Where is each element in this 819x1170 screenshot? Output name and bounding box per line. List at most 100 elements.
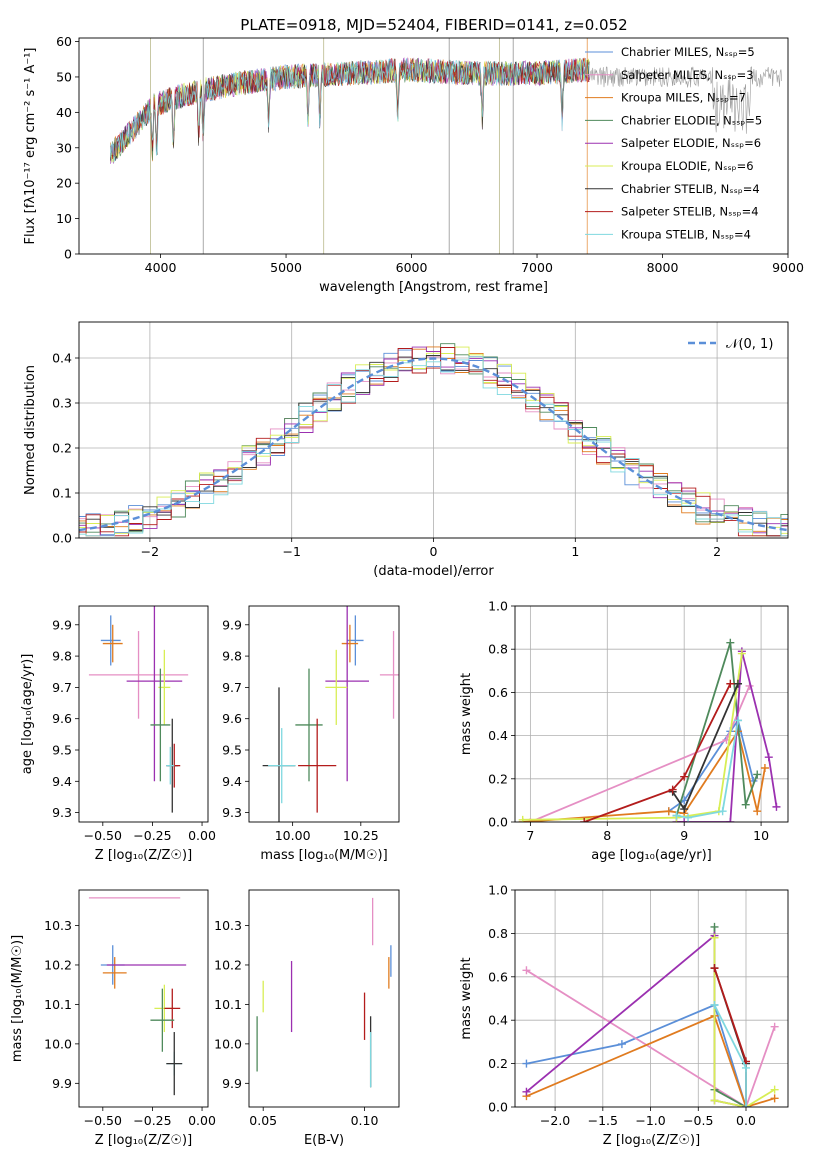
series-line — [675, 642, 759, 816]
y-tick-label: 9.3 — [52, 805, 72, 820]
panel-mass-vs-Z: −0.50 −0.25 0.00 9.9 10.0 10.1 10.2 10.3 Z [log₁… — [10, 889, 216, 1148]
y-tick-label: 0.0 — [488, 1100, 508, 1115]
panel-age-vs-mass: 10.00 10.25 9.3 9.4 9.5 9.6 9.7 9.8 9.9 mass [log… — [222, 605, 400, 863]
legend-entry: Salpeter ELODIE, Nₛₛₚ=6 — [621, 136, 761, 150]
x-axis-label: mass [log₁₀(M/M☉)] — [260, 848, 387, 863]
x-tick-label: −0.50 — [84, 828, 122, 843]
data-point — [522, 966, 531, 975]
data-point — [764, 753, 773, 762]
data-point — [710, 1001, 719, 1010]
data-point — [617, 1040, 626, 1049]
data-point — [734, 716, 743, 725]
x-tick-label: 5000 — [270, 260, 302, 275]
x-tick-label: 9 — [680, 828, 688, 843]
x-tick-label: −0.5 — [683, 1113, 713, 1128]
data-point — [580, 818, 589, 822]
y-tick-label: 10.3 — [44, 918, 72, 933]
y-tick-label: 60 — [56, 34, 72, 49]
panel-massweight-vs-age: 7 8 9 10 0.0 0.2 0.4 0.6 0.8 1.0 age [log₁₀(age/yr… — [459, 599, 789, 863]
histogram-series — [79, 356, 788, 537]
y-tick-label: 0.6 — [488, 969, 508, 984]
x-axis-label: E(B-V) — [304, 1133, 344, 1148]
series-line — [583, 683, 732, 822]
data-point — [726, 818, 735, 822]
y-tick-label: 9.9 — [222, 617, 242, 632]
legend-entry: Kroupa STELIB, Nₛₛₚ=4 — [621, 227, 751, 241]
x-tick-label: 0.00 — [188, 1113, 216, 1128]
x-tick-label: −1.5 — [588, 1113, 618, 1128]
axes-frame — [78, 889, 209, 1108]
data-point — [518, 815, 527, 822]
x-axis-label: age [log₁₀(age/yr)] — [591, 848, 712, 863]
data-point — [718, 807, 727, 816]
y-tick-label: 9.8 — [222, 649, 242, 664]
histogram-series — [79, 354, 788, 537]
y-tick-label: 9.4 — [222, 774, 242, 789]
spectrum-tail — [589, 66, 782, 134]
data-point — [753, 770, 762, 779]
y-tick-label: 9.3 — [222, 805, 242, 820]
plot-area-massweight-vs-age — [518, 638, 781, 822]
panel-age-vs-Z: −0.50 −0.25 0.00 9.3 9.4 9.5 9.6 9.7 9.8 9.9 Z [lo… — [20, 605, 216, 863]
series-line — [522, 729, 766, 822]
y-tick-label: 0.2 — [488, 771, 508, 786]
data-point — [710, 922, 719, 931]
y-tick-label: 0 — [64, 247, 72, 262]
x-tick-label: 4000 — [145, 260, 177, 275]
y-tick-label: 10 — [56, 211, 72, 226]
plot-area-age-vs-mass — [262, 606, 399, 822]
x-tick-label: −0.25 — [133, 1113, 171, 1128]
legend-entry: 𝒩(0, 1) — [726, 337, 773, 352]
data-point — [522, 1087, 531, 1096]
panel-massweight-vs-Z: −2.0 −1.5 −1.0 −0.5 0.0 0.0 0.2 0.4 0.6 0.8 1.0 Z [… — [459, 883, 789, 1148]
y-axis-label: Normed distribution — [23, 365, 38, 495]
data-point — [710, 933, 719, 942]
y-tick-label: 10.2 — [214, 957, 242, 972]
y-tick-label: 10.3 — [214, 918, 242, 933]
y-tick-label: 9.7 — [222, 680, 242, 695]
plot-area-spectrum — [110, 38, 782, 254]
y-tick-label: 0.0 — [52, 531, 72, 546]
y-axis-label: Flux [fλ10⁻¹⁷ erg cm⁻² s⁻¹ A⁻¹] — [23, 48, 38, 245]
series-line — [526, 1003, 747, 1107]
x-tick-label: −1 — [282, 544, 300, 559]
x-tick-label: 2 — [713, 544, 721, 559]
y-tick-label: 0.0 — [488, 815, 508, 830]
panel-spectrum: 4000 5000 6000 7000 8000 9000 0 10 20 30 40 50 60 wav… — [23, 34, 804, 295]
x-tick-label: 1 — [571, 544, 579, 559]
y-tick-label: 9.4 — [52, 774, 72, 789]
x-tick-label: 10.25 — [343, 828, 379, 843]
data-point — [742, 1103, 750, 1107]
data-point — [726, 638, 735, 647]
data-point — [664, 807, 673, 816]
x-axis-label: Z [log₁₀(Z/Z☉)] — [95, 848, 192, 863]
legend-entry: Salpeter STELIB, Nₛₛₚ=4 — [621, 205, 759, 219]
y-axis-label: age [log₁₀(age/yr)] — [20, 654, 35, 775]
y-tick-label: 9.5 — [52, 743, 72, 758]
plot-area-mass-vs-Z — [88, 897, 187, 1096]
x-tick-label: 8000 — [647, 260, 679, 275]
axes-frame — [78, 605, 209, 823]
figure-title: PLATE=0918, MJD=52404, FIBERID=0141, z=0… — [240, 16, 627, 34]
y-tick-label: 1.0 — [488, 599, 508, 614]
x-tick-label: 6000 — [396, 260, 428, 275]
y-tick-label: 0.3 — [52, 396, 72, 411]
x-tick-label: 7000 — [521, 260, 553, 275]
histogram-series — [79, 346, 788, 537]
plot-area-residuals — [79, 343, 788, 537]
x-tick-label: −1.0 — [635, 1113, 665, 1128]
data-point — [668, 785, 677, 794]
x-tick-label: 10 — [753, 828, 769, 843]
legend-entry: Chabrier ELODIE, Nₛₛₚ=5 — [621, 113, 762, 127]
y-tick-label: 9.9 — [222, 1076, 242, 1091]
data-point — [760, 764, 769, 772]
y-tick-label: 10.0 — [44, 1036, 72, 1051]
histogram-series — [79, 349, 788, 537]
y-tick-label: 20 — [56, 176, 72, 191]
panel-mass-vs-EBV: 0.05 0.10 9.9 10.0 10.1 10.2 10.3 E(B-V) — [214, 889, 400, 1148]
series-line — [526, 969, 776, 1107]
x-tick-label: 10.00 — [275, 828, 311, 843]
y-tick-label: 0.2 — [488, 1056, 508, 1071]
series-line — [522, 653, 743, 821]
y-tick-label: 9.5 — [222, 743, 242, 758]
